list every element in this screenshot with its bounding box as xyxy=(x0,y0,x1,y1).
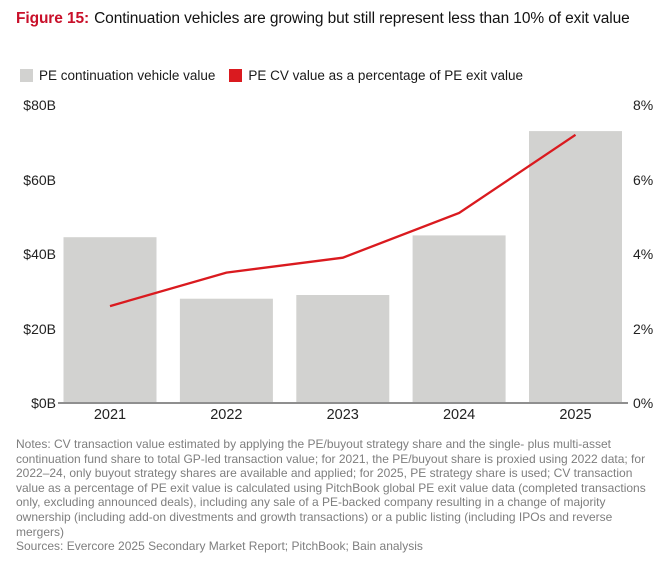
chart-area: $0B $20B $40B $60B $80B 0% 2% 4% 6% 8% 2021 2022 202… xyxy=(0,95,668,435)
bar-2022 xyxy=(179,298,273,403)
y-axis-label-left-80: $80B xyxy=(23,97,56,113)
y-axis-label-right-8: 8% xyxy=(633,97,654,113)
y-axis-label-right-0: 0% xyxy=(633,395,654,411)
x-axis-label-2022: 2022 xyxy=(210,407,243,423)
chart-canvas xyxy=(58,131,628,404)
y-axis-label-right-2: 2% xyxy=(633,320,654,337)
legend-item-bar-series: PE continuation vehicle value xyxy=(20,68,215,83)
y-axis-label-left-20: $20B xyxy=(23,320,56,337)
legend-label-bar-series: PE continuation vehicle value xyxy=(39,68,216,83)
y-axis-label-left-40: $40B xyxy=(23,246,56,262)
y-axis-label-left-0: $0B xyxy=(31,395,56,411)
x-axis-label-2023: 2023 xyxy=(326,407,359,423)
figure-title-text: Continuation vehicles are growing but st… xyxy=(94,10,630,27)
bar-2024 xyxy=(412,235,506,403)
figure-footnotes: Notes: CV transaction value estimated by… xyxy=(16,437,660,554)
y-axis-label-left-60: $60B xyxy=(23,171,56,188)
y-axis-label-right-4: 4% xyxy=(633,246,654,262)
x-axis-label-2025: 2025 xyxy=(559,407,592,423)
x-axis-label-2024: 2024 xyxy=(442,407,476,423)
legend-label-line-series: PE CV value as a percentage of PE exit v… xyxy=(248,68,524,83)
bar-2023 xyxy=(296,295,390,403)
y-axis-label-right-6: 6% xyxy=(633,171,654,188)
chart-legend: PE continuation vehicle value PE CV valu… xyxy=(20,68,523,83)
figure-title-block: Figure 15: Continuation vehicles are grow… xyxy=(16,6,664,32)
bar-2021 xyxy=(63,237,157,403)
bar-series-swatch-icon xyxy=(20,69,33,82)
bar-2025 xyxy=(529,131,622,403)
legend-item-line-series: PE CV value as a percentage of PE exit v… xyxy=(229,68,523,83)
x-axis-label-2021: 2021 xyxy=(93,407,127,423)
notes-text: Notes: CV transaction value estimated by… xyxy=(16,437,646,539)
figure-number-label: Figure 15: xyxy=(16,10,90,27)
cv-percentage-line xyxy=(109,133,577,308)
sources-text: Sources: Evercore 2025 Secondary Market … xyxy=(16,539,423,554)
line-series-swatch-icon xyxy=(229,69,243,82)
